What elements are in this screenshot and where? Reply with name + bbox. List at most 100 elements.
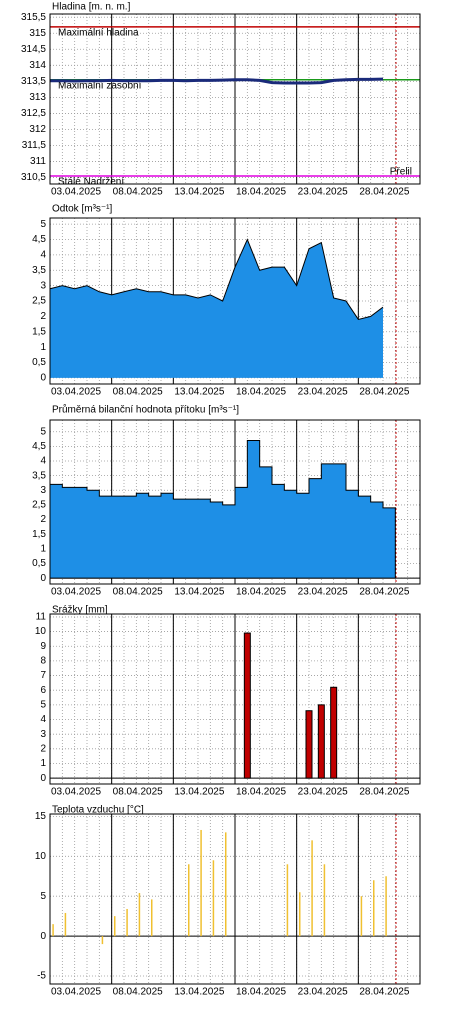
bar: [385, 876, 387, 937]
y-tick-label: 5: [40, 700, 46, 711]
chart-title: Hladina [m. n. m.]: [52, 2, 131, 13]
y-tick-label: 4: [40, 714, 46, 725]
x-tick-label: 23.04.2025: [298, 387, 348, 398]
bar: [330, 686, 338, 779]
y-tick-label: 314: [29, 60, 46, 71]
x-tick-label: 28.04.2025: [359, 387, 409, 398]
x-tick-label: 23.04.2025: [298, 987, 348, 998]
y-tick-label: 4,5: [32, 441, 46, 452]
y-tick-label: 313: [29, 92, 46, 103]
y-tick-label: 9: [40, 641, 46, 652]
y-tick-label: 311,5: [22, 140, 47, 151]
y-tick-label: 1: [40, 543, 46, 554]
y-tick-label: 312: [29, 124, 46, 135]
y-tick-label: 0: [40, 573, 46, 584]
bar: [360, 896, 363, 937]
y-tick-label: 0,5: [32, 357, 46, 368]
x-tick-label: 08.04.2025: [113, 187, 163, 198]
x-tick-label: 28.04.2025: [359, 787, 409, 798]
bar: [138, 893, 141, 937]
chart-title: Průměrná bilanční hodnota přítoku [m³s⁻¹…: [52, 404, 239, 416]
reference-label: Stálé Nadržení: [58, 177, 124, 188]
level-line: [50, 77, 384, 85]
y-tick-label: 310,5: [21, 172, 46, 183]
y-tick-label: 3: [40, 485, 46, 496]
x-tick-label: 18.04.2025: [236, 987, 286, 998]
bar: [299, 892, 301, 937]
y-tick-label: 4: [40, 456, 46, 467]
y-tick-label: 1,5: [32, 326, 46, 337]
plot-frame: [49, 419, 421, 585]
chart-title: Teplota vzduchu [°C]: [52, 805, 144, 816]
y-tick-label: 0: [40, 773, 46, 784]
annotation: Přelil: [390, 167, 412, 178]
step-area: [49, 440, 396, 579]
x-tick-label: 18.04.2025: [236, 587, 286, 598]
reference-label: Maximální zásobní: [58, 80, 142, 91]
x-tick-label: 23.04.2025: [298, 587, 348, 598]
y-tick-label: 1: [40, 342, 46, 353]
chart-title: Odtok [m³s⁻¹]: [52, 204, 113, 215]
x-tick-label: 18.04.2025: [236, 787, 286, 798]
y-tick-label: 10: [35, 851, 47, 862]
y-tick-label: 312,5: [21, 108, 46, 119]
x-tick-label: 23.04.2025: [298, 187, 348, 198]
bar: [323, 864, 326, 937]
reference-label: Maximální hladina: [58, 27, 139, 38]
bar: [305, 710, 313, 779]
y-tick-label: 8: [40, 656, 46, 667]
y-tick-label: 15: [35, 811, 47, 822]
y-tick-label: 2,5: [32, 296, 46, 307]
y-tick-label: 5: [40, 426, 46, 437]
x-tick-label: 13.04.2025: [174, 787, 224, 798]
plot-frame: [49, 813, 421, 985]
y-tick-label: 4,5: [32, 234, 46, 245]
x-tick-label: 13.04.2025: [174, 387, 224, 398]
bar: [126, 908, 128, 937]
x-tick-label: 13.04.2025: [174, 987, 224, 998]
y-tick-label: 6: [40, 685, 46, 696]
bar: [52, 924, 54, 937]
bar: [311, 840, 313, 937]
y-tick-label: 2: [40, 743, 46, 754]
y-tick-label: 1,5: [32, 529, 46, 540]
y-tick-label: 315,5: [21, 12, 46, 23]
x-tick-label: 28.04.2025: [359, 987, 409, 998]
bar: [317, 704, 325, 779]
bar: [225, 832, 227, 937]
bar: [114, 916, 116, 937]
x-tick-label: 08.04.2025: [113, 387, 163, 398]
y-tick-label: 5: [40, 891, 46, 902]
bar: [243, 632, 251, 779]
y-tick-label: 3,5: [32, 265, 46, 276]
bar: [188, 864, 190, 937]
x-tick-label: 03.04.2025: [51, 187, 101, 198]
y-tick-label: 11: [36, 612, 47, 623]
bar: [64, 912, 67, 937]
x-tick-label: 28.04.2025: [359, 187, 409, 198]
x-tick-label: 03.04.2025: [51, 987, 101, 998]
bar: [200, 829, 202, 937]
chart-title: Srážky [mm]: [52, 605, 108, 616]
bar: [373, 880, 375, 937]
bar: [151, 899, 153, 937]
y-tick-label: 314,5: [21, 44, 46, 55]
y-tick-label: 2,5: [32, 500, 46, 511]
bar: [286, 864, 289, 937]
y-tick-label: 311: [30, 156, 46, 167]
y-tick-label: 3: [40, 729, 46, 740]
y-tick-label: 1: [40, 758, 46, 769]
bar: [101, 936, 104, 945]
y-tick-label: 2: [40, 311, 46, 322]
y-tick-label: 10: [35, 626, 47, 637]
x-tick-label: 13.04.2025: [174, 587, 224, 598]
y-tick-label: 0: [40, 931, 46, 942]
x-tick-label: 08.04.2025: [113, 787, 163, 798]
y-tick-label: 0,5: [32, 558, 46, 569]
x-tick-label: 13.04.2025: [174, 187, 224, 198]
y-tick-label: 7: [40, 670, 46, 681]
x-tick-label: 03.04.2025: [51, 587, 101, 598]
y-tick-label: 3,5: [32, 470, 46, 481]
x-tick-label: 08.04.2025: [113, 587, 163, 598]
